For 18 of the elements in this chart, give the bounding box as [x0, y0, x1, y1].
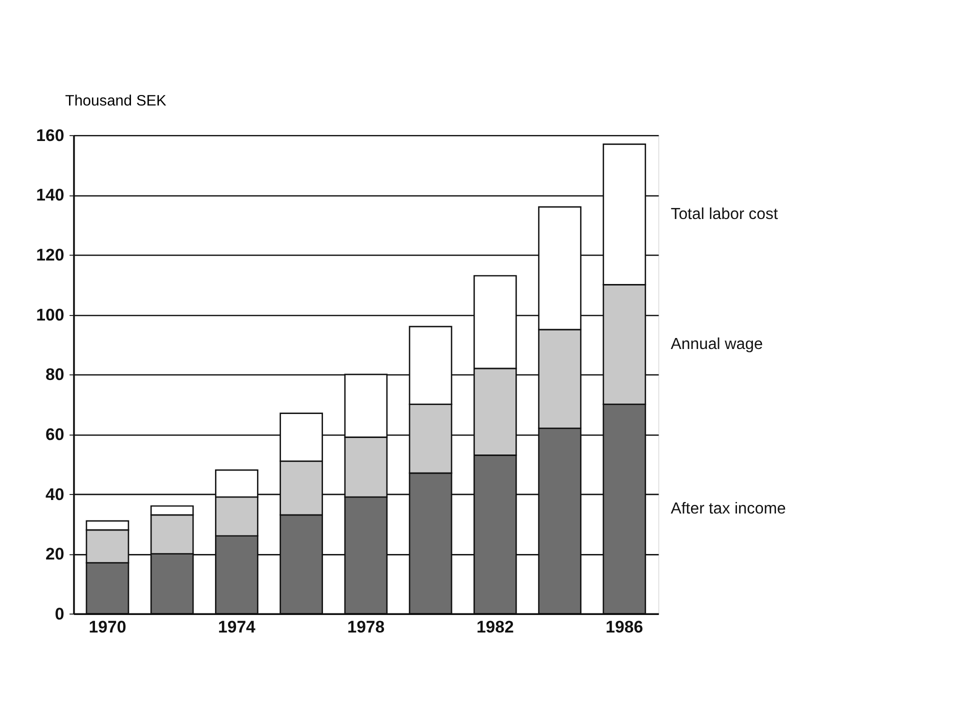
y-axis-title: Thousand SEK: [65, 92, 166, 110]
y-tick-label: 80: [46, 365, 64, 384]
y-tick-label: 0: [54, 604, 64, 624]
x-tick-label: 1982: [476, 618, 514, 637]
x-tick-label: 1974: [218, 618, 256, 637]
y-tick-label: 140: [36, 186, 64, 205]
y-tick-label: 120: [36, 246, 64, 265]
x-tick-label: 1978: [347, 618, 385, 637]
series-label: Total labor cost: [670, 206, 778, 223]
y-tick-label: 160: [36, 126, 64, 145]
series-label: Annual wage: [670, 336, 764, 353]
y-tick-label: 100: [36, 305, 64, 324]
series-label: After tax income: [670, 500, 786, 518]
x-tick-label: 1986: [606, 618, 644, 637]
y-tick-label: 60: [46, 424, 64, 444]
y-tick-label: 20: [46, 544, 64, 564]
x-tick-label: 1970: [88, 618, 126, 637]
y-tick-label: 40: [46, 484, 64, 504]
